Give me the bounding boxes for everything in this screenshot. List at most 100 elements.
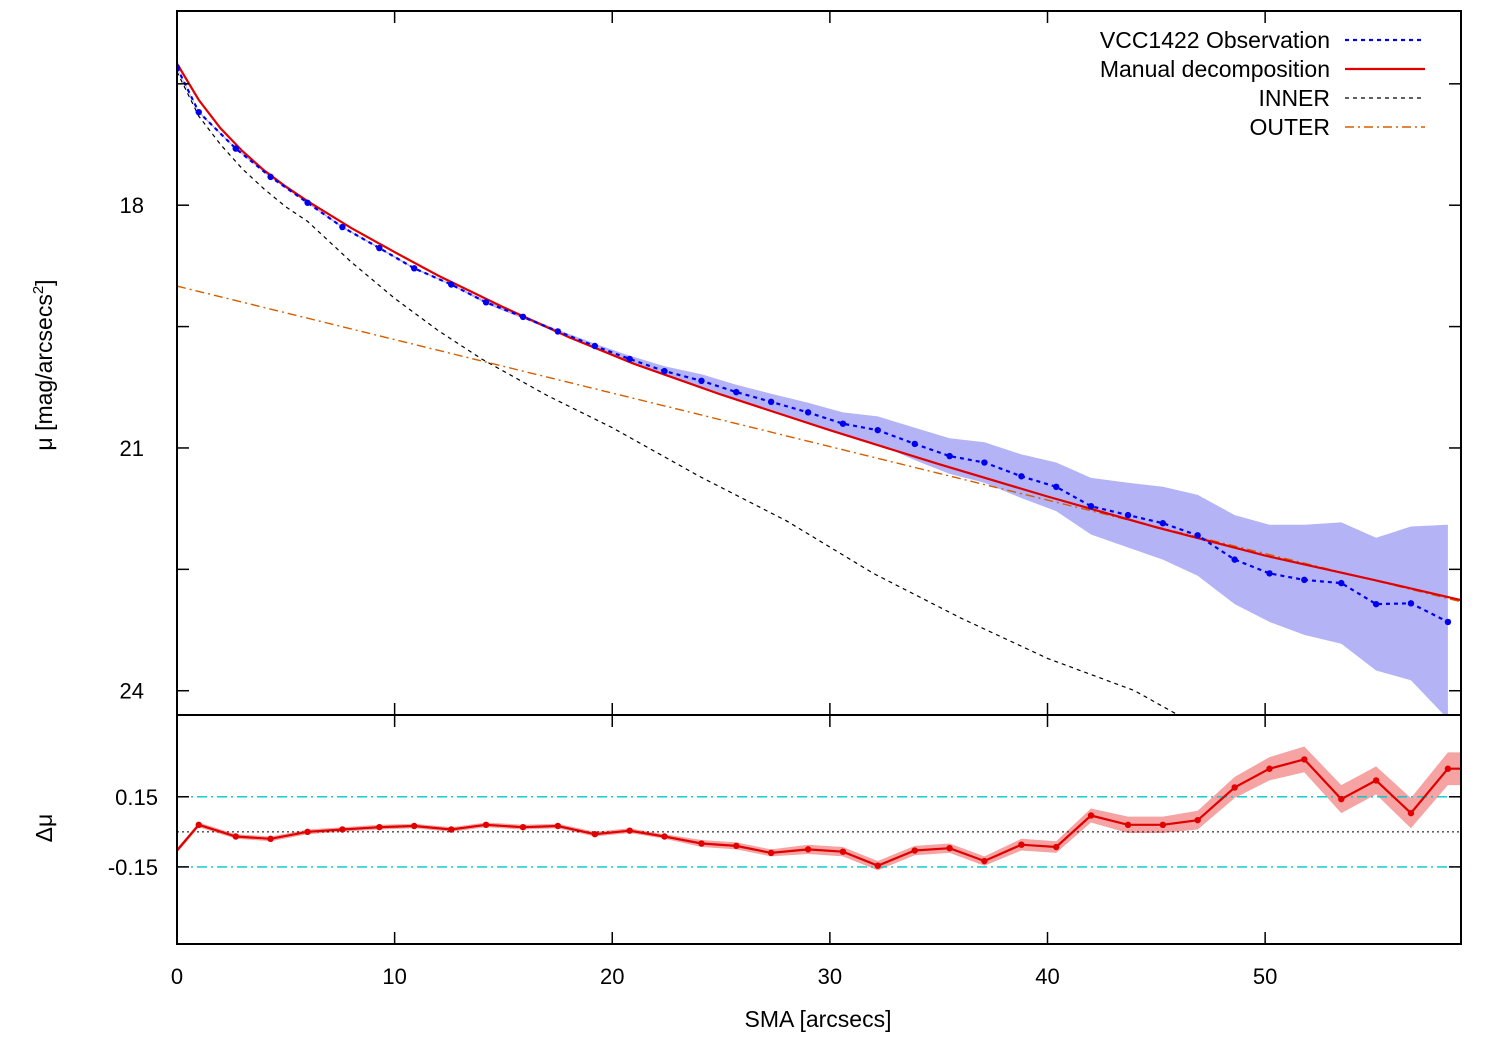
observation-point: [1266, 570, 1273, 577]
residual-point: [376, 823, 383, 831]
y-axis-title-main-text: μ [mag/arcsecs: [31, 294, 57, 450]
residual-point: [767, 849, 775, 857]
y-axis-title-main-superscript: 2: [30, 286, 47, 294]
residual-point: [1018, 841, 1025, 848]
observation-point: [839, 420, 847, 427]
residual-point: [733, 842, 740, 850]
residual-point: [1159, 821, 1167, 829]
residual-point: [698, 840, 705, 847]
observation-point: [519, 313, 527, 321]
observation-point: [1159, 520, 1167, 527]
residual-point: [626, 827, 633, 834]
legend-label: Manual decomposition: [1100, 56, 1330, 82]
y-axis-title-main-close: ]: [31, 279, 57, 285]
observation-point: [1338, 579, 1345, 587]
residual-point: [1194, 816, 1201, 824]
residual-point: [448, 826, 455, 833]
residual-point: [1338, 795, 1345, 803]
inner-component-line: [177, 71, 1179, 715]
observation-point: [448, 281, 455, 288]
y-tick-label-main: 21: [120, 436, 144, 461]
observation-point: [267, 173, 274, 181]
y-tick-labels: 18 21 24 0.15 -0.15: [108, 193, 158, 880]
residual-point: [946, 844, 953, 852]
residual-point: [267, 835, 274, 843]
observation-point: [1407, 600, 1415, 607]
residual-point: [1407, 809, 1415, 817]
residual-point: [591, 830, 599, 838]
observation-point: [339, 223, 346, 231]
observation-point: [733, 388, 740, 396]
x-tick-label: 50: [1253, 964, 1277, 989]
residual-point: [1124, 821, 1132, 829]
observation-point: [1194, 532, 1201, 539]
legend-label: VCC1422 Observation: [1100, 27, 1330, 53]
observation-point: [1231, 556, 1238, 563]
x-tick-label: 10: [382, 964, 406, 989]
residual-point: [1053, 843, 1060, 851]
observation-point: [304, 199, 311, 206]
y-tick-label-main: 18: [120, 193, 144, 218]
observation-point: [1124, 511, 1132, 519]
residual-point: [411, 822, 418, 830]
residual-plot-area: [177, 746, 1461, 871]
observation-point: [1087, 503, 1095, 510]
residual-point: [1301, 756, 1308, 763]
residual-point: [1372, 777, 1380, 784]
residual-point: [839, 848, 847, 855]
observation-point: [946, 452, 953, 460]
residual-point: [554, 822, 562, 830]
residual-point: [1444, 765, 1452, 772]
residual-point: [661, 833, 668, 840]
residual-point: [804, 846, 812, 853]
observation-point: [804, 409, 812, 416]
residual-line: [177, 758, 1461, 867]
residual-point: [1231, 784, 1238, 791]
residual-point: [519, 823, 527, 831]
residual-point: [482, 821, 490, 829]
x-tick-label: 0: [171, 964, 183, 989]
observation-point: [981, 459, 988, 466]
residual-point: [981, 857, 988, 865]
legend-label: OUTER: [1250, 114, 1331, 140]
y-tick-label-main: 24: [120, 679, 144, 704]
manual-decomposition-line: [177, 63, 1461, 602]
y-axis-title-main: μ [mag/arcsecs2]: [30, 279, 57, 450]
residual-point: [1266, 765, 1273, 772]
observation-point: [554, 328, 562, 335]
observation-point: [874, 426, 881, 434]
y-tick-label-residual: -0.15: [108, 855, 158, 880]
plot-frames: [176, 10, 1462, 945]
observation-point: [767, 398, 775, 406]
observation-point: [1053, 483, 1060, 491]
observation-point: [661, 367, 668, 375]
observation-point: [698, 377, 705, 385]
residual-plot-frame: [176, 714, 1462, 945]
residual-point: [232, 833, 239, 840]
legend: VCC1422 Observation Manual decomposition I…: [1100, 27, 1425, 140]
observation-point: [911, 440, 918, 448]
residual-point: [1087, 812, 1095, 819]
residual-point: [339, 826, 346, 833]
x-axis-title: SMA [arcsecs]: [745, 1006, 892, 1032]
observation-point: [195, 108, 202, 116]
observation-point: [1444, 618, 1452, 626]
main-plot-area: [177, 63, 1461, 715]
x-tick-label: 20: [600, 964, 624, 989]
x-tick-label: 30: [818, 964, 842, 989]
observation-point: [1018, 473, 1025, 480]
observation-point: [1301, 576, 1308, 584]
observation-point: [591, 342, 599, 350]
residual-point: [874, 862, 881, 869]
observation-point: [1372, 600, 1380, 608]
observation-point: [232, 145, 239, 152]
x-tick-label: 40: [1035, 964, 1059, 989]
observation-point: [626, 355, 633, 363]
residual-error-band: [177, 746, 1461, 871]
observation-point: [411, 265, 418, 272]
y-axis-title-residual: Δμ: [31, 814, 57, 843]
x-tick-labels: 0 10 20 30 40 50: [171, 964, 1278, 989]
observation-point: [376, 244, 383, 252]
